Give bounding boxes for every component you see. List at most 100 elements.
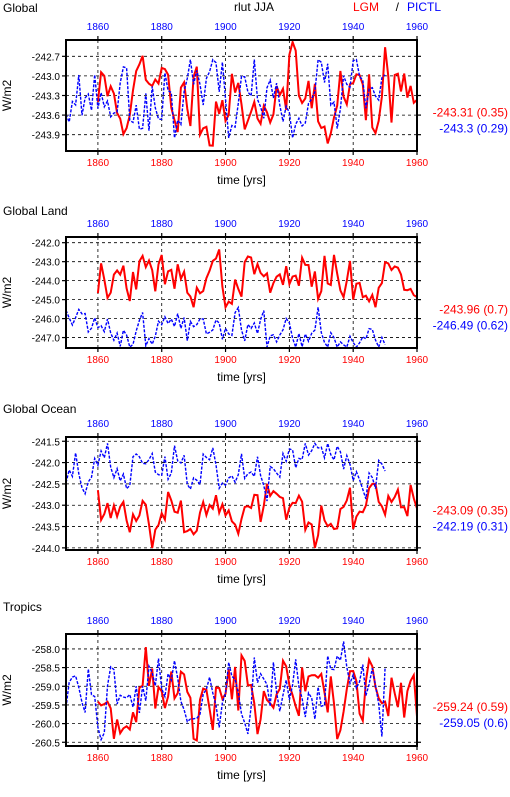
series-line-lgm bbox=[96, 249, 418, 311]
x-tick-label-top: 1940 bbox=[342, 219, 365, 230]
x-axis-label: time [yrs] bbox=[217, 173, 266, 187]
x-tick-label-bottom: 1860 bbox=[87, 557, 110, 568]
series-line-pictl bbox=[65, 441, 386, 502]
x-tick-label-bottom: 1900 bbox=[214, 355, 237, 366]
x-tick-label-bottom: 1940 bbox=[342, 158, 365, 169]
y-tick-label: -242.7 bbox=[32, 52, 61, 63]
x-tick-label-top: 1920 bbox=[278, 219, 301, 230]
y-tick-label: -241.5 bbox=[32, 437, 61, 448]
y-tick-label: -243.0 bbox=[32, 501, 61, 512]
x-tick-label-top: 1860 bbox=[87, 219, 110, 230]
x-tick-label-bottom: 1960 bbox=[406, 557, 429, 568]
y-tick-label: -260.0 bbox=[32, 720, 61, 731]
x-tick-label-top: 1920 bbox=[278, 616, 301, 627]
x-tick-label-bottom: 1920 bbox=[278, 158, 301, 169]
x-tick-label-bottom: 1880 bbox=[151, 158, 174, 169]
x-tick-label-bottom: 1860 bbox=[87, 753, 110, 764]
series-stat-label: -259.24 (0.59) bbox=[433, 700, 508, 714]
x-tick-label-bottom: 1940 bbox=[342, 753, 365, 764]
x-tick-label-bottom: 1960 bbox=[406, 355, 429, 366]
panel-title: Tropics bbox=[3, 600, 42, 614]
x-tick-label-bottom: 1960 bbox=[406, 158, 429, 169]
y-tick-label: -246.0 bbox=[32, 315, 61, 326]
y-tick-label: -258.5 bbox=[32, 664, 61, 675]
x-tick-label-top: 1960 bbox=[406, 419, 429, 430]
x-tick-label-bottom: 1920 bbox=[278, 355, 301, 366]
y-tick-label: -244.0 bbox=[32, 277, 61, 288]
x-tick-label-bottom: 1960 bbox=[406, 753, 429, 764]
x-tick-label-top: 1920 bbox=[278, 419, 301, 430]
series-stat-label: -246.49 (0.62) bbox=[433, 319, 508, 333]
x-tick-label-top: 1940 bbox=[342, 22, 365, 33]
y-tick-label: -242.0 bbox=[32, 239, 61, 250]
x-tick-label-bottom: 1900 bbox=[214, 753, 237, 764]
y-axis-label: W/m2 bbox=[0, 80, 14, 112]
plot-frame bbox=[65, 633, 418, 747]
y-tick-label: -243.0 bbox=[32, 258, 61, 269]
y-tick-label: -247.0 bbox=[32, 334, 61, 345]
x-tick-label-top: 1900 bbox=[214, 22, 237, 33]
x-tick-label-top: 1920 bbox=[278, 22, 301, 33]
series-stat-label: -259.05 (0.6) bbox=[439, 716, 508, 730]
legend-separator: / bbox=[396, 0, 400, 14]
x-tick-label-top: 1940 bbox=[342, 616, 365, 627]
x-tick-label-top: 1880 bbox=[151, 419, 174, 430]
chart-panel-3: Tropics -259.24 (0.59) -259.05 (0.6) -258.0… bbox=[0, 600, 508, 782]
y-tick-label: -243.0 bbox=[32, 72, 61, 83]
chart-panel-1: Global Land -243.96 (0.7) -246.49 (0.62) -2… bbox=[0, 204, 508, 384]
y-axis-label: W/m2 bbox=[0, 674, 14, 706]
x-tick-label-bottom: 1920 bbox=[278, 557, 301, 568]
series-stat-label: -243.96 (0.7) bbox=[439, 303, 508, 317]
x-tick-label-top: 1960 bbox=[406, 616, 429, 627]
x-axis-label: time [yrs] bbox=[217, 572, 266, 586]
series-stat-label: -243.31 (0.35) bbox=[433, 106, 508, 120]
panel-title: Global Land bbox=[3, 204, 68, 218]
series-line-lgm bbox=[96, 38, 418, 147]
legend-lgm-label: LGM bbox=[353, 0, 379, 14]
x-tick-label-top: 1900 bbox=[214, 219, 237, 230]
chart-panel-2: Global Ocean -243.09 (0.35) -242.19 (0.31)… bbox=[0, 402, 508, 586]
x-tick-label-top: 1960 bbox=[406, 22, 429, 33]
series-line-pictl bbox=[65, 641, 386, 742]
series-line-lgm bbox=[97, 647, 418, 742]
x-tick-label-top: 1860 bbox=[87, 419, 110, 430]
x-tick-label-bottom: 1940 bbox=[342, 355, 365, 366]
x-tick-label-top: 1900 bbox=[214, 419, 237, 430]
x-tick-label-bottom: 1860 bbox=[87, 158, 110, 169]
x-tick-label-top: 1900 bbox=[214, 616, 237, 627]
variable-title: rlut JJA bbox=[234, 0, 274, 14]
series-stat-label: -243.3 (0.29) bbox=[439, 122, 508, 136]
y-tick-label: -242.0 bbox=[32, 459, 61, 470]
y-tick-label: -244.0 bbox=[32, 544, 61, 555]
y-tick-label: -243.3 bbox=[32, 92, 61, 103]
chart-panel-0: Global -243.31 (0.35) -243.3 (0.29) -242.7 -… bbox=[0, 1, 508, 187]
x-tick-label-bottom: 1940 bbox=[342, 557, 365, 568]
x-tick-label-top: 1880 bbox=[151, 616, 174, 627]
x-tick-label-bottom: 1900 bbox=[214, 557, 237, 568]
x-tick-label-bottom: 1880 bbox=[151, 753, 174, 764]
panel-title: Global Ocean bbox=[3, 402, 76, 416]
x-tick-label-top: 1960 bbox=[406, 219, 429, 230]
y-tick-label: -258.0 bbox=[32, 645, 61, 656]
series-line-lgm bbox=[96, 482, 418, 549]
x-tick-label-bottom: 1880 bbox=[151, 557, 174, 568]
y-axis-label: W/m2 bbox=[0, 478, 14, 510]
series-stat-label: -243.09 (0.35) bbox=[433, 504, 508, 518]
y-tick-label: -260.5 bbox=[32, 738, 61, 749]
series-line-pictl bbox=[65, 305, 386, 350]
x-tick-label-top: 1860 bbox=[87, 616, 110, 627]
plot-frame bbox=[65, 436, 418, 551]
y-tick-label: -243.5 bbox=[32, 523, 61, 534]
y-tick-label: -245.0 bbox=[32, 296, 61, 307]
legend-pictl-label: PICTL bbox=[407, 0, 441, 14]
plot-frame bbox=[65, 236, 418, 349]
x-tick-label-top: 1940 bbox=[342, 419, 365, 430]
y-tick-label: -243.9 bbox=[32, 131, 61, 142]
x-tick-label-bottom: 1900 bbox=[214, 158, 237, 169]
x-tick-label-top: 1880 bbox=[151, 22, 174, 33]
x-tick-label-bottom: 1860 bbox=[87, 355, 110, 366]
y-tick-label: -259.5 bbox=[32, 701, 61, 712]
y-tick-label: -243.6 bbox=[32, 111, 61, 122]
series-stat-label: -242.19 (0.31) bbox=[433, 520, 508, 534]
